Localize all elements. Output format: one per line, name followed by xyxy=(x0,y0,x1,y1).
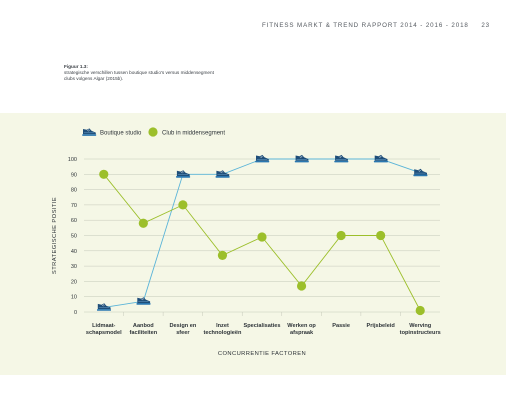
chart-panel xyxy=(0,113,506,375)
series-group xyxy=(96,154,428,316)
sneaker-icon xyxy=(294,154,310,163)
data-point-circle xyxy=(217,250,228,260)
x-tick-label-line: Werken op xyxy=(287,323,316,329)
y-tick-label: 100 xyxy=(68,157,77,163)
report-title: FITNESS MARKT & TREND RAPPORT 2014 - 201… xyxy=(262,22,469,29)
x-axis-title-group: CONCURRENTIE FACTOREN xyxy=(218,351,306,357)
x-axis-title: CONCURRENTIE FACTOREN xyxy=(218,351,306,357)
x-tick-label: Lidmaat-schapsmodel xyxy=(86,323,122,336)
x-tick-label-line: Werving xyxy=(409,323,432,329)
x-tick-label-line: Prijsbeleid xyxy=(367,323,396,329)
data-point-circle xyxy=(138,218,148,228)
data-point-circle xyxy=(99,169,109,179)
x-tick-label: Specialisaties xyxy=(243,323,280,329)
legend-circle-marker xyxy=(148,127,158,137)
x-tick-label-line: sfeer xyxy=(176,330,190,336)
y-tick-label: 90 xyxy=(71,172,77,178)
x-tick-label-line: Passie xyxy=(332,323,350,329)
x-tick-label: Aanbod faciliteiten xyxy=(129,323,157,336)
x-tick-label-line: topinstructeurs xyxy=(400,330,441,336)
caption-text-line-2: clubs volgens Algar (2015b). xyxy=(64,76,124,82)
y-tick-label: 80 xyxy=(71,188,77,194)
caption-text-line-1: strategische verschillen tussen boutique… xyxy=(64,70,214,76)
y-tick-label: 40 xyxy=(71,249,77,255)
y-tick-label: 0 xyxy=(74,310,77,316)
x-axis-labels: Lidmaat-schapsmodel Aanbod faciliteiten Des… xyxy=(86,323,441,336)
page-number: 23 xyxy=(481,22,490,29)
data-point-circle xyxy=(336,230,346,241)
x-tick-label-line: faciliteiten xyxy=(129,330,157,336)
x-tick-label-line: schapsmodel xyxy=(86,330,122,336)
x-tick-label-line: Specialisaties xyxy=(243,323,280,329)
sneaker-icon xyxy=(413,168,428,177)
sneaker-icon xyxy=(96,303,112,312)
x-tick-label: Design en sfeer xyxy=(170,323,197,336)
sneaker-icon xyxy=(215,169,230,178)
x-tick-label-line: Lidmaat- xyxy=(92,323,115,329)
y-tick-label: 60 xyxy=(71,218,77,224)
x-tick-label: Inzet technologieën xyxy=(203,323,241,336)
legend-sneaker-icon xyxy=(81,128,97,137)
sneaker-icon xyxy=(254,154,270,163)
y-tick-label: 20 xyxy=(71,279,77,285)
sneaker-icon xyxy=(175,169,191,178)
figure-caption: Figuur 1.3: strategische verschillen tus… xyxy=(64,64,214,83)
x-tick-label-line: Design en xyxy=(170,323,197,329)
series-line-2 xyxy=(103,174,421,311)
x-tick-label: Prijsbeleid xyxy=(367,323,396,329)
y-axis-ticks: 0 10 20 30 40 50 60 70 80 90 100 xyxy=(68,157,77,316)
x-tick-label-line: afspraak xyxy=(290,330,314,336)
y-axis-title-group: STRATEGISCHE POSITIE xyxy=(52,197,58,274)
data-point-circle xyxy=(415,305,425,316)
data-point-circle xyxy=(296,281,307,291)
x-tick-label-line: Aanbod xyxy=(133,323,154,329)
x-tick-label-line: Inzet xyxy=(216,323,229,329)
data-point-circle xyxy=(376,230,386,241)
y-tick-label: 10 xyxy=(71,295,77,301)
caption-label: Figuur 1.3: xyxy=(64,64,88,69)
x-tick-label-line: technologieën xyxy=(203,330,241,336)
chart-legend: Boutique studio Club in middensegment xyxy=(81,127,225,137)
legend-label-boutique: Boutique studio xyxy=(100,131,142,137)
sneaker-icon xyxy=(136,296,151,305)
y-axis-title: STRATEGISCHE POSITIE xyxy=(52,197,58,274)
y-tick-label: 70 xyxy=(71,203,77,209)
y-tick-label: 50 xyxy=(71,234,77,240)
data-point-circle xyxy=(178,200,188,210)
sneaker-icon xyxy=(334,154,349,163)
y-tick-label: 30 xyxy=(71,264,77,270)
sneaker-icon xyxy=(373,154,389,163)
x-tick-label: Werken op afspraak xyxy=(287,323,316,336)
legend-label-club: Club in middensegment xyxy=(162,131,225,137)
x-tick-label: Passie xyxy=(332,323,350,329)
data-point-circle xyxy=(257,232,267,242)
x-tick-label: Werving topinstructeurs xyxy=(400,323,441,336)
